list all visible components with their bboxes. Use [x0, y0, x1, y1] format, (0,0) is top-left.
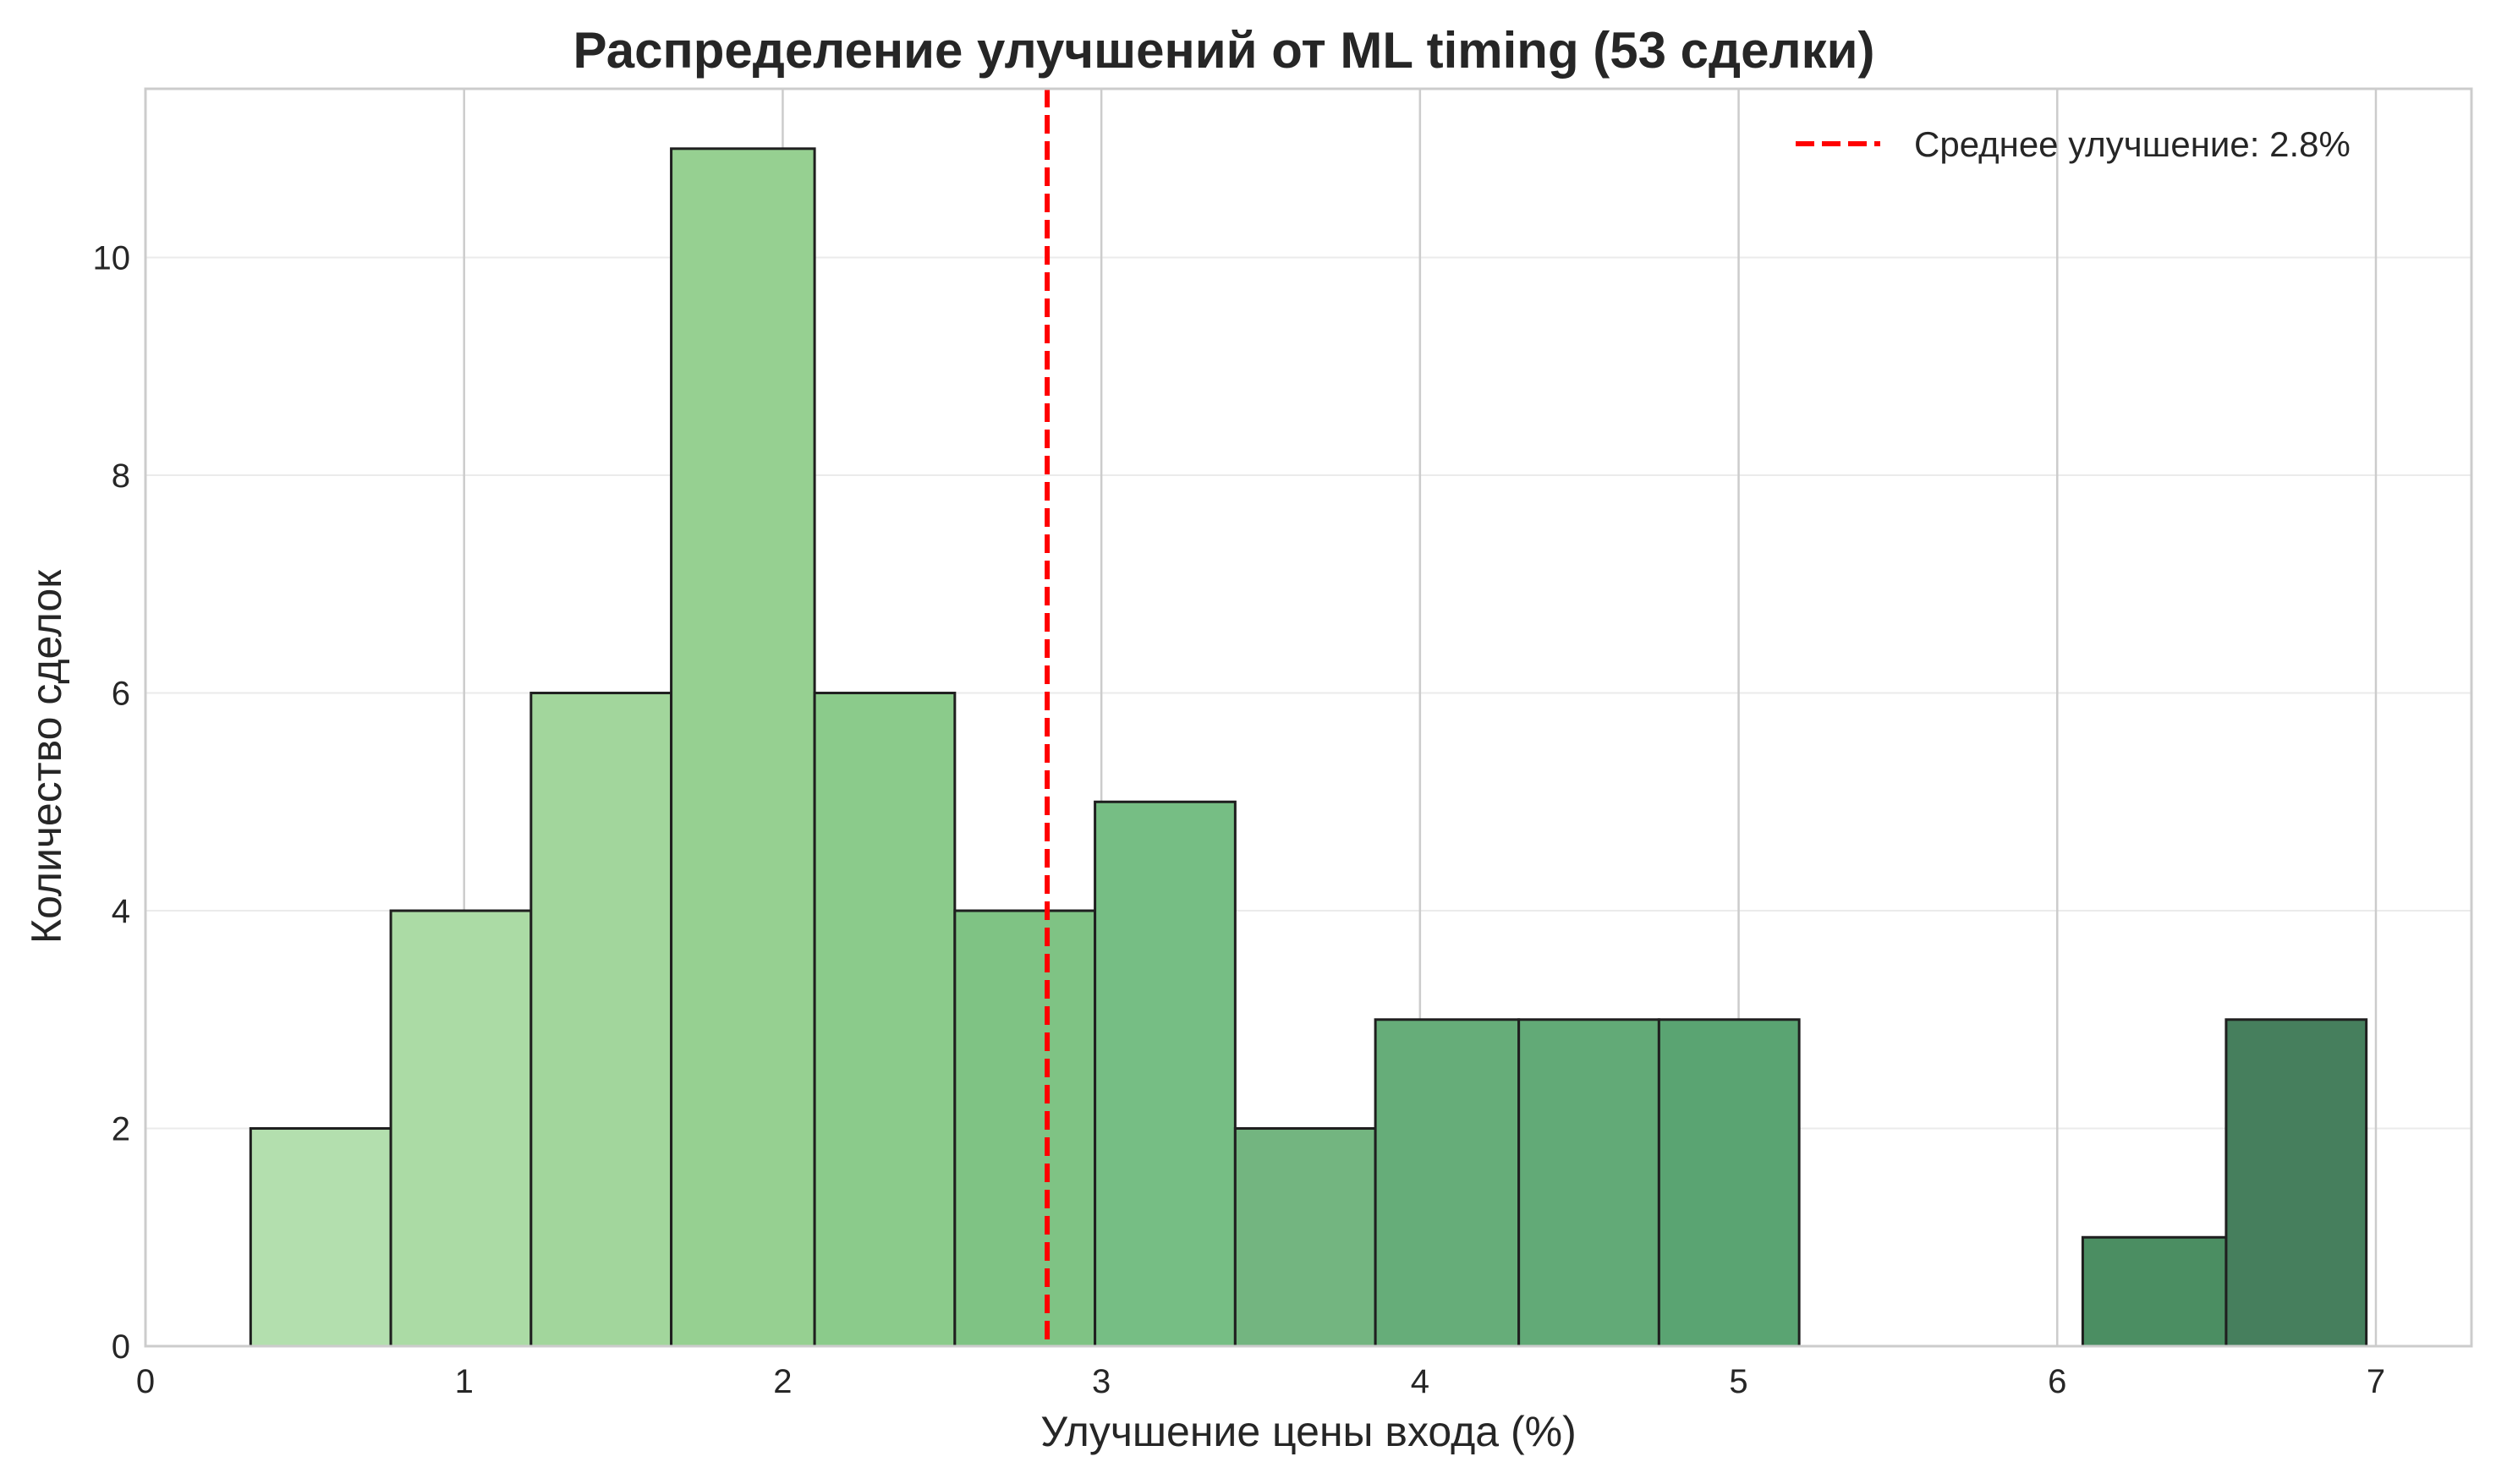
histogram-bar — [1657, 1018, 1801, 1348]
histogram-bar — [1233, 1127, 1377, 1348]
x-tick-label: 1 — [455, 1363, 474, 1400]
histogram-bar — [2224, 1018, 2368, 1348]
y-tick-label: 0 — [112, 1328, 130, 1366]
plot-border — [144, 87, 2473, 1348]
histogram-bar — [249, 1127, 392, 1348]
y-tick-label: 4 — [112, 893, 130, 930]
chart-title: Распределение улучшений от ML timing (53… — [573, 22, 1875, 79]
x-tick-label: 6 — [2048, 1363, 2066, 1400]
y-axis-label: Количество сделок — [23, 569, 70, 944]
histogram-bar — [670, 147, 816, 1348]
histogram-bar — [1094, 800, 1237, 1348]
histogram-bars — [249, 147, 2368, 1348]
legend-label: Среднее улучшение: 2.8% — [1914, 124, 2351, 164]
y-tick-label: 2 — [112, 1111, 130, 1148]
y-tick-label: 8 — [112, 457, 130, 495]
x-axis-label: Улучшение цены входа (%) — [1040, 1408, 1576, 1455]
tick-labels: 0 1 2 3 4 5 6 7 0 2 4 6 8 10 — [93, 240, 2386, 1400]
histogram-bar — [2081, 1235, 2228, 1348]
x-tick-label: 0 — [136, 1363, 155, 1400]
histogram-bar — [813, 692, 957, 1348]
x-tick-label: 7 — [2367, 1363, 2385, 1400]
x-tick-label: 3 — [1092, 1363, 1111, 1400]
histogram-bar — [389, 909, 533, 1348]
histogram-bar — [1517, 1018, 1660, 1348]
histogram-bar — [953, 909, 1097, 1348]
plot-frame — [144, 87, 2473, 1348]
legend: Среднее улучшение: 2.8% — [1796, 124, 2351, 164]
y-tick-label: 10 — [93, 240, 131, 277]
histogram-bar — [1374, 1018, 1521, 1348]
x-tick-label: 5 — [1729, 1363, 1747, 1400]
histogram-bar — [529, 692, 673, 1348]
x-tick-label: 2 — [773, 1363, 792, 1400]
y-tick-label: 6 — [112, 676, 130, 713]
x-tick-label: 4 — [1411, 1363, 1429, 1400]
